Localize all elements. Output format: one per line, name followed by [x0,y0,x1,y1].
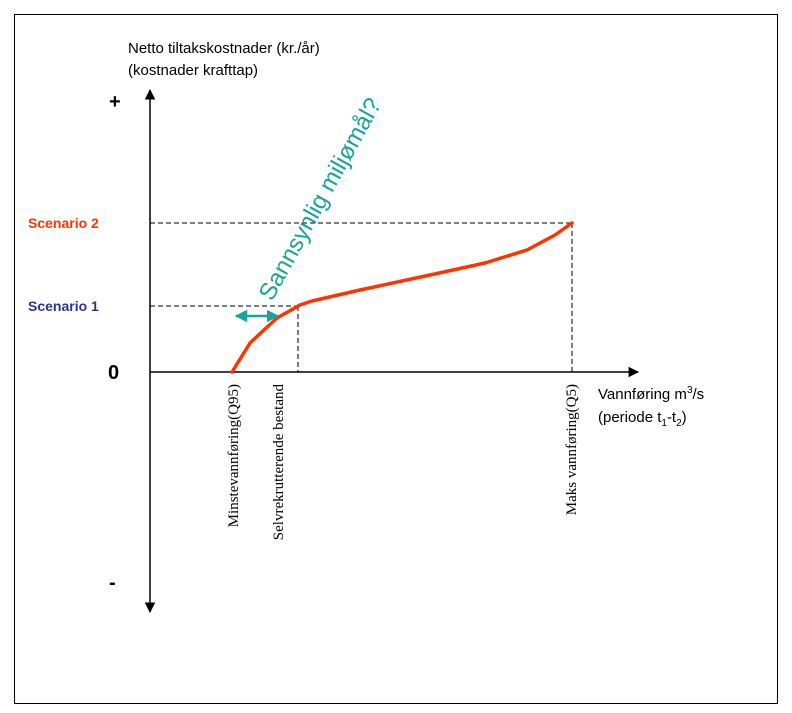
scenario2-label: Scenario 2 [28,215,99,231]
x-axis-period: (periode t1-t2) [598,409,687,429]
y-axis-zero-label: 0 [108,362,119,384]
cost-curve [230,221,574,374]
diagram-frame [14,14,778,704]
environmental-goal-annotation: Sannsynlig miljømål? [254,93,388,304]
marker-self-recruiting-label: Selvrekrutterende bestand [271,384,287,541]
y-axis-title-line2: (kostnader krafttap) [128,62,258,79]
y-axis-minus-label: - [109,572,116,594]
y-axis-title-line1: Netto tiltakskostnader (kr./år) [128,40,320,57]
marker-q5-label: Maks vannføring(Q5) [564,384,580,515]
marker-q95-label: Minstevannføring(Q95) [226,384,242,527]
x-axis-title: Vannføring m3/s [598,385,704,403]
y-axis-plus-label: + [109,91,121,113]
scenario1-label: Scenario 1 [28,298,99,314]
